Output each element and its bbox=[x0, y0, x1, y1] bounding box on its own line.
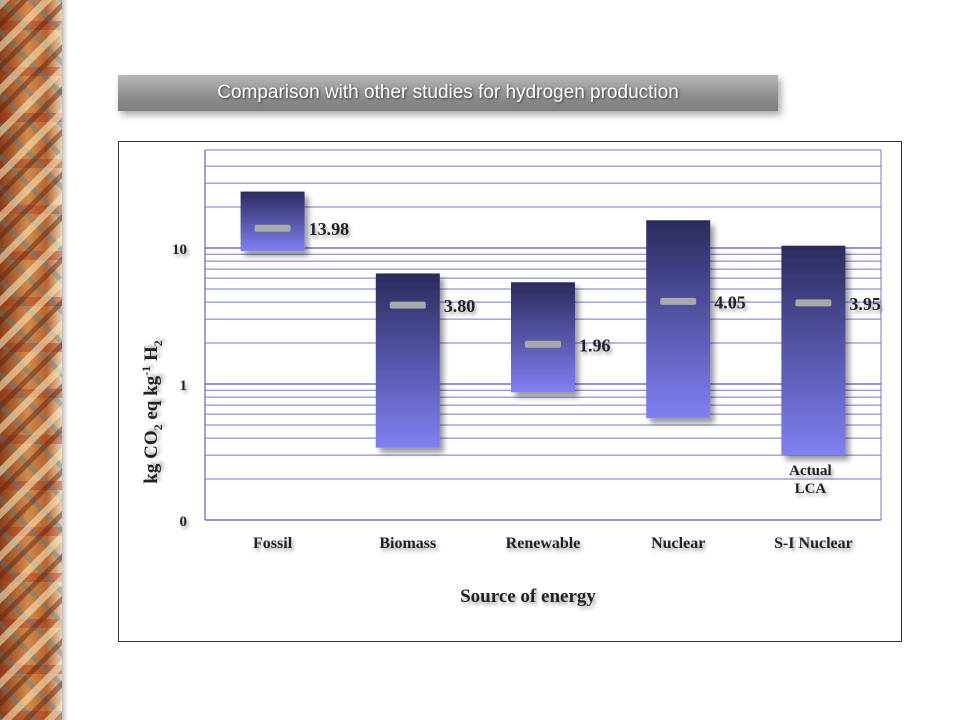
chart: 0 1 10 13.98 Fossil 3.80 Biomass 1.96 Renewable… bbox=[139, 149, 882, 607]
value-marker bbox=[525, 340, 561, 348]
y-tick-label: 1 bbox=[180, 378, 188, 394]
value-marker bbox=[254, 224, 291, 232]
x-tick-label: S-I Nuclear bbox=[774, 535, 853, 552]
x-axis-title: Source of energy bbox=[460, 586, 596, 607]
value-label: 3.95 bbox=[849, 294, 881, 314]
bar-fossil bbox=[240, 191, 305, 252]
x-tick-label: Biomass bbox=[379, 535, 436, 552]
bar-renewable bbox=[511, 282, 575, 393]
bars: 13.98 Fossil 3.80 Biomass 1.96 Renewable 4.05 N… bbox=[240, 191, 881, 552]
value-label: 4.05 bbox=[714, 292, 746, 312]
x-tick-label: Fossil bbox=[253, 535, 293, 552]
slide-title: Comparison with other studies for hydrog… bbox=[217, 82, 679, 103]
slide-title-bar: Comparison with other studies for hydrog… bbox=[118, 75, 778, 111]
chart-labels: kg CO2 eq kg-1 H2 Source of energy bbox=[139, 340, 596, 607]
chart-frame: 0 1 10 13.98 Fossil 3.80 Biomass 1.96 Renewable… bbox=[118, 141, 902, 642]
y-tick-label: 10 bbox=[172, 242, 187, 258]
value-label: 1.96 bbox=[579, 335, 611, 355]
bar-biomass bbox=[375, 273, 440, 448]
bar-s-i-nuclear bbox=[781, 245, 846, 456]
value-label: 13.98 bbox=[309, 219, 350, 239]
value-marker bbox=[389, 301, 426, 309]
annotation-text: LCA bbox=[795, 481, 827, 497]
axes: 0 1 10 bbox=[172, 150, 882, 530]
value-marker bbox=[660, 297, 697, 305]
bar-nuclear bbox=[646, 220, 711, 419]
x-tick-label: Nuclear bbox=[651, 535, 705, 552]
y-tick-label: 0 bbox=[180, 514, 188, 530]
decorative-border-strip bbox=[0, 0, 68, 720]
value-label: 3.80 bbox=[444, 296, 476, 316]
annotation-text: Actual bbox=[789, 463, 832, 479]
value-marker bbox=[795, 299, 832, 307]
x-tick-label: Renewable bbox=[506, 535, 581, 552]
y-axis-title: kg CO2 eq kg-1 H2 bbox=[139, 340, 165, 483]
